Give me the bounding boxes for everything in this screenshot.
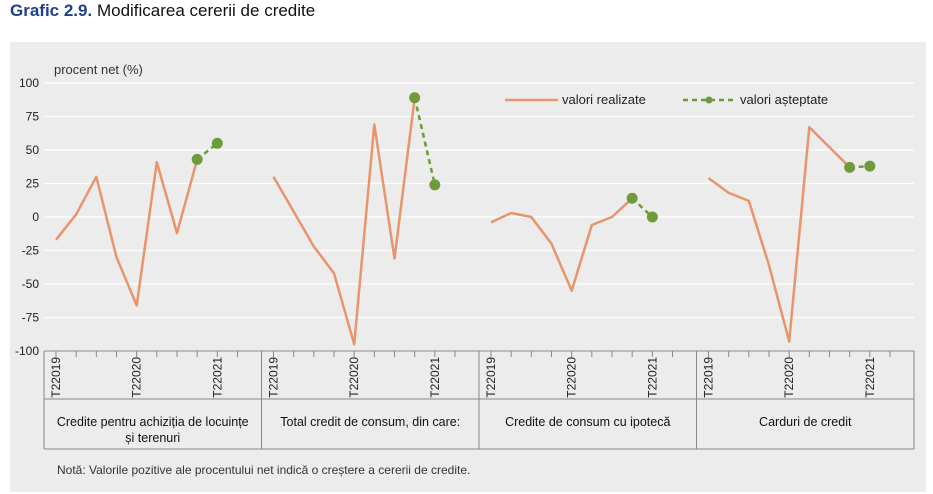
realized-line: [55, 159, 199, 307]
chart-note: Notă: Valorile pozitive ale procentului …: [57, 463, 471, 477]
y-tick-label: 25: [26, 177, 40, 191]
chart-number: Grafic 2.9.: [10, 1, 93, 20]
realized-line: [707, 125, 851, 343]
chart-title: Grafic 2.9. Modificarea cererii de credi…: [10, 1, 315, 21]
realized-line: [272, 97, 416, 346]
y-axis-label: procent net (%): [54, 62, 143, 77]
y-tick-label: -25: [22, 244, 40, 258]
y-tick-label: -100: [15, 344, 39, 358]
x-tick-label: T22020: [565, 357, 579, 398]
expected-point: [626, 192, 638, 204]
category-label: Carduri de credit: [759, 415, 852, 429]
y-tick-label: 50: [26, 143, 40, 157]
expected-point: [191, 153, 203, 165]
x-tick-label: T22020: [347, 357, 361, 398]
x-tick-label: T22019: [484, 357, 498, 398]
expected-point: [429, 179, 441, 191]
x-tick-label: T22021: [428, 357, 442, 398]
chart-title-text: Modificarea cererii de credite: [96, 1, 316, 20]
legend-expected-label: valori așteptate: [740, 92, 828, 107]
x-tick-label: T22019: [267, 357, 281, 398]
line-chart: 100 75 50 25 0 -25 -50 -75 -100 procent net (%) T2…: [15, 62, 915, 450]
x-tick-label: T22021: [863, 357, 877, 398]
y-tick-label: 100: [19, 76, 39, 90]
category-label: Credite pentru achiziția de locuințe: [57, 415, 249, 429]
y-tick-label: 75: [26, 110, 40, 124]
expected-point: [864, 160, 876, 172]
expected-point: [646, 211, 658, 223]
category-label: și terenuri: [125, 431, 180, 445]
expected-line: [413, 97, 437, 186]
y-tick-label: 0: [32, 210, 39, 224]
x-tick-label: T22020: [782, 357, 796, 398]
x-tick-label: T22021: [210, 357, 224, 398]
category-label: Total credit de consum, din care:: [280, 415, 460, 429]
chart-panel: 100 75 50 25 0 -25 -50 -75 -100 procent net (%) T2…: [10, 42, 926, 492]
legend-realized-label: valori realizate: [562, 92, 646, 107]
expected-point: [844, 161, 856, 173]
realized-line: [490, 197, 634, 292]
category-label: Credite de consum cu ipotecă: [505, 415, 670, 429]
x-tick-label: T22019: [49, 357, 63, 398]
expected-point: [211, 137, 223, 149]
x-tick-label: T22019: [702, 357, 716, 398]
x-tick-label: T22020: [130, 357, 144, 398]
expected-point: [409, 92, 421, 104]
x-tick-label: T22021: [645, 357, 659, 398]
legend-expected-marker: [705, 96, 713, 104]
y-tick-label: -75: [22, 311, 40, 325]
y-tick-label: -50: [22, 277, 40, 291]
